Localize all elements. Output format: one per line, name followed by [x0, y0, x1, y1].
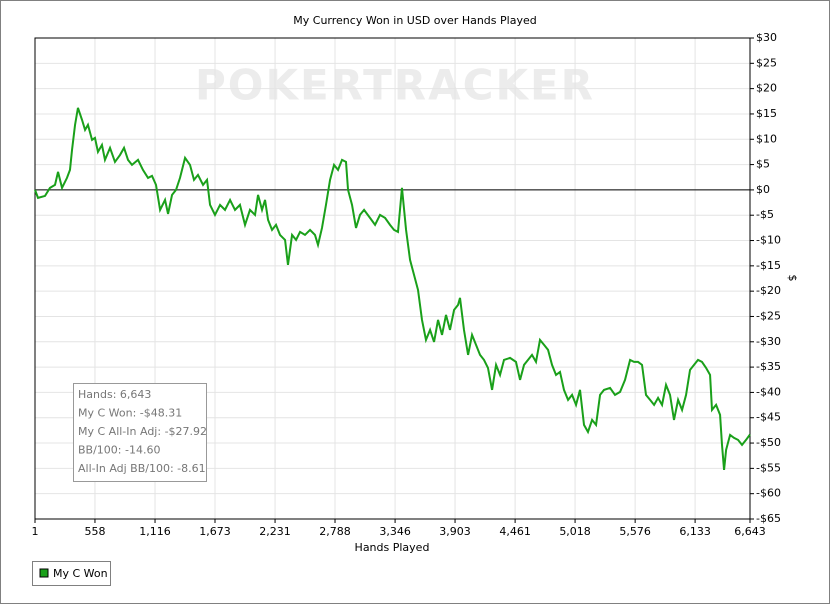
stats-text: All-In Adj BB/100: -8.61: [78, 462, 206, 475]
y-tick-label: -$10: [756, 234, 781, 247]
y-tick-label: -$45: [756, 411, 781, 424]
x-tick-label: 3,346: [379, 525, 411, 538]
x-tick-label: 4,461: [499, 525, 531, 538]
chart-title: My Currency Won in USD over Hands Played: [293, 14, 536, 27]
x-tick-label: 1,673: [199, 525, 231, 538]
x-axis-title: Hands Played: [355, 541, 430, 554]
x-tick-label: 1: [32, 525, 39, 538]
y-tick-label: $5: [756, 158, 770, 171]
x-tick-label: 6,133: [679, 525, 711, 538]
watermark: POKERTRACKER: [195, 61, 595, 110]
x-tick-label: 5,576: [619, 525, 651, 538]
stats-text: My C Won: -$48.31: [78, 407, 182, 420]
y-tick-label: $15: [756, 107, 777, 120]
y-tick-label: -$50: [756, 436, 781, 449]
stats-text: Hands: 6,643: [78, 388, 151, 401]
x-tick-label: 6,643: [734, 525, 766, 538]
y-tick-label: $10: [756, 132, 777, 145]
legend-box: [32, 561, 111, 586]
y-tick-label: -$5: [756, 208, 774, 221]
y-tick-label: -$65: [756, 512, 781, 525]
y-tick-label: $0: [756, 183, 770, 196]
y-tick-label: -$20: [756, 284, 781, 297]
x-tick-label: 5,018: [559, 525, 591, 538]
legend-swatch: [39, 568, 49, 578]
y-axis-title: $: [786, 275, 799, 282]
y-tick-label: -$40: [756, 385, 781, 398]
stats-text: My C All-In Adj: -$27.92: [78, 425, 207, 438]
x-tick-label: 2,788: [319, 525, 351, 538]
y-tick-label: -$25: [756, 309, 781, 322]
x-tick-label: 558: [84, 525, 105, 538]
x-tick-label: 2,231: [259, 525, 291, 538]
plot-area: [34, 37, 751, 520]
y-tick-label: $20: [756, 82, 777, 95]
x-tick-label: 1,116: [139, 525, 171, 538]
y-tick-label: $30: [756, 31, 777, 44]
y-tick-label: -$30: [756, 335, 781, 348]
y-tick-label: -$60: [756, 487, 781, 500]
y-tick-label: -$35: [756, 360, 781, 373]
y-tick-label: -$15: [756, 259, 781, 272]
x-tick-label: 3,903: [439, 525, 471, 538]
legend-label: My C Won: [53, 567, 108, 580]
series-line: [34, 107, 751, 470]
stats-box: [73, 383, 207, 482]
y-tick-label: -$55: [756, 461, 781, 474]
y-tick-label: $25: [756, 56, 777, 69]
stats-text: BB/100: -14.60: [78, 444, 160, 457]
